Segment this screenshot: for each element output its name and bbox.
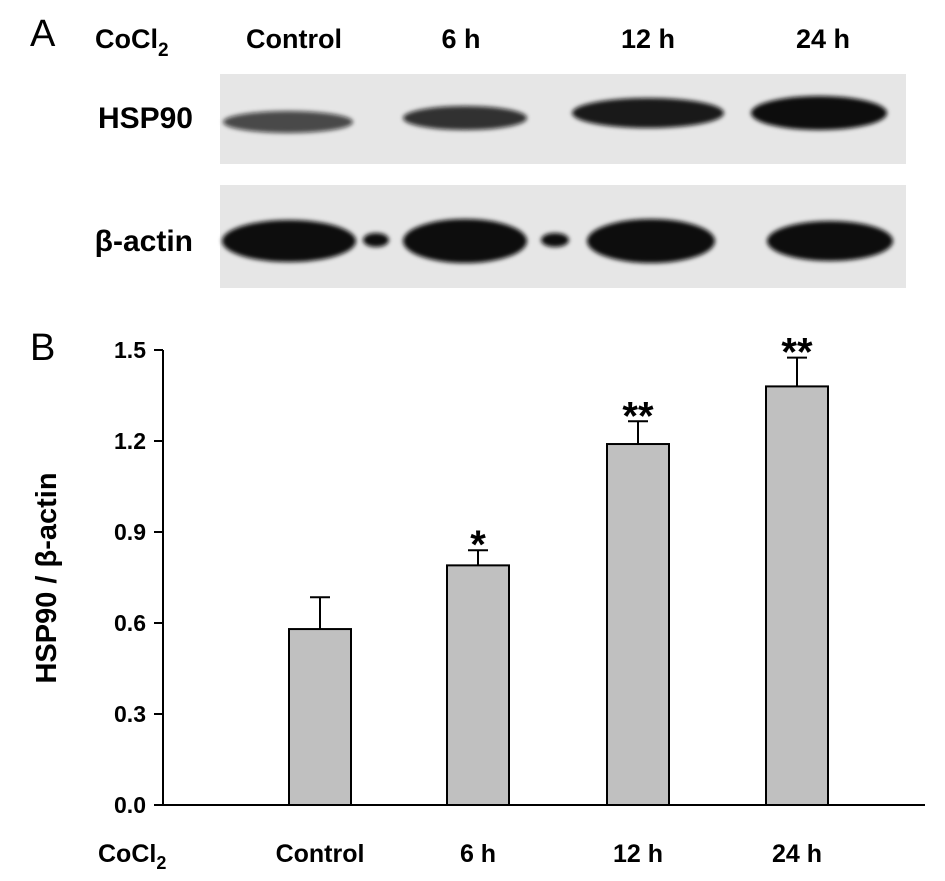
- x-tick-label: Control: [276, 840, 365, 868]
- band-actin-6h: [403, 219, 527, 263]
- y-axis: 0.0 0.3 0.6 0.9 1.2 1.5: [114, 337, 164, 818]
- panel-a-letter: A: [30, 13, 56, 55]
- panel-b-bar-chart: B HSP90 / β-actin 0.00.30.60.91.21.5 ***…: [30, 327, 925, 873]
- significance-mark-3: **: [781, 331, 813, 375]
- bar-2: [606, 443, 670, 806]
- panel-a-lane-labels: Control 6 h 12 h 24 h: [246, 24, 850, 54]
- band-hsp90-24h: [751, 96, 887, 130]
- band-actin-gap-smear-2: [541, 233, 569, 247]
- x-tick-label: 6 h: [460, 840, 496, 868]
- panel-a-treatment-subscript: 2: [158, 40, 169, 61]
- error-bars: [310, 356, 807, 630]
- bar-0: [288, 628, 352, 806]
- panel-a-treatment-text: CoCl: [95, 24, 158, 54]
- y-tick-label: 0.9: [114, 519, 146, 545]
- x-axis-label: CoCl2: [98, 840, 166, 873]
- bars: [288, 385, 829, 806]
- y-tick-label: 0.3: [114, 701, 146, 727]
- bar-1: [446, 564, 510, 806]
- band-actin-control: [222, 220, 356, 262]
- significance-mark-2: **: [622, 394, 654, 438]
- x-axis-label-text: CoCl: [98, 840, 156, 868]
- x-tick-label: 24 h: [772, 840, 822, 868]
- significance-marks: *****: [470, 331, 813, 568]
- x-axis: Control 6 h 12 h 24 h: [163, 804, 925, 868]
- bands-beta-actin: [222, 219, 893, 263]
- y-tick-label: 0.6: [114, 610, 146, 636]
- bar-3: [765, 385, 829, 806]
- band-hsp90-12h: [572, 98, 724, 128]
- lane-label-6h: 6 h: [441, 24, 480, 54]
- band-actin-24h: [767, 221, 893, 261]
- y-tick-label: 1.5: [114, 337, 146, 363]
- lane-label-control: Control: [246, 24, 342, 54]
- band-hsp90-6h: [403, 106, 527, 130]
- panel-a-treatment-label: CoCl2: [95, 24, 169, 61]
- significance-mark-1: *: [470, 523, 486, 567]
- band-hsp90-control: [223, 111, 353, 133]
- band-actin-12h: [587, 219, 715, 263]
- lane-label-12h: 12 h: [621, 24, 675, 54]
- blot-label-hsp90: HSP90: [98, 102, 193, 135]
- x-axis-label-subscript: 2: [156, 853, 166, 873]
- panel-b-letter: B: [30, 327, 55, 369]
- band-actin-gap-smear-1: [363, 233, 389, 247]
- x-tick-label: 12 h: [613, 840, 663, 868]
- bands-hsp90: [223, 96, 887, 133]
- blot-label-beta-actin: β-actin: [95, 225, 193, 258]
- panel-a-western-blot: A CoCl2 Control 6 h 12 h 24 h HSP90 β-ac…: [30, 13, 906, 288]
- y-axis-label: HSP90 / β-actin: [31, 472, 63, 683]
- y-tick-label: 1.2: [114, 428, 146, 454]
- y-tick-label: 0.0: [114, 792, 146, 818]
- lane-label-24h: 24 h: [796, 24, 850, 54]
